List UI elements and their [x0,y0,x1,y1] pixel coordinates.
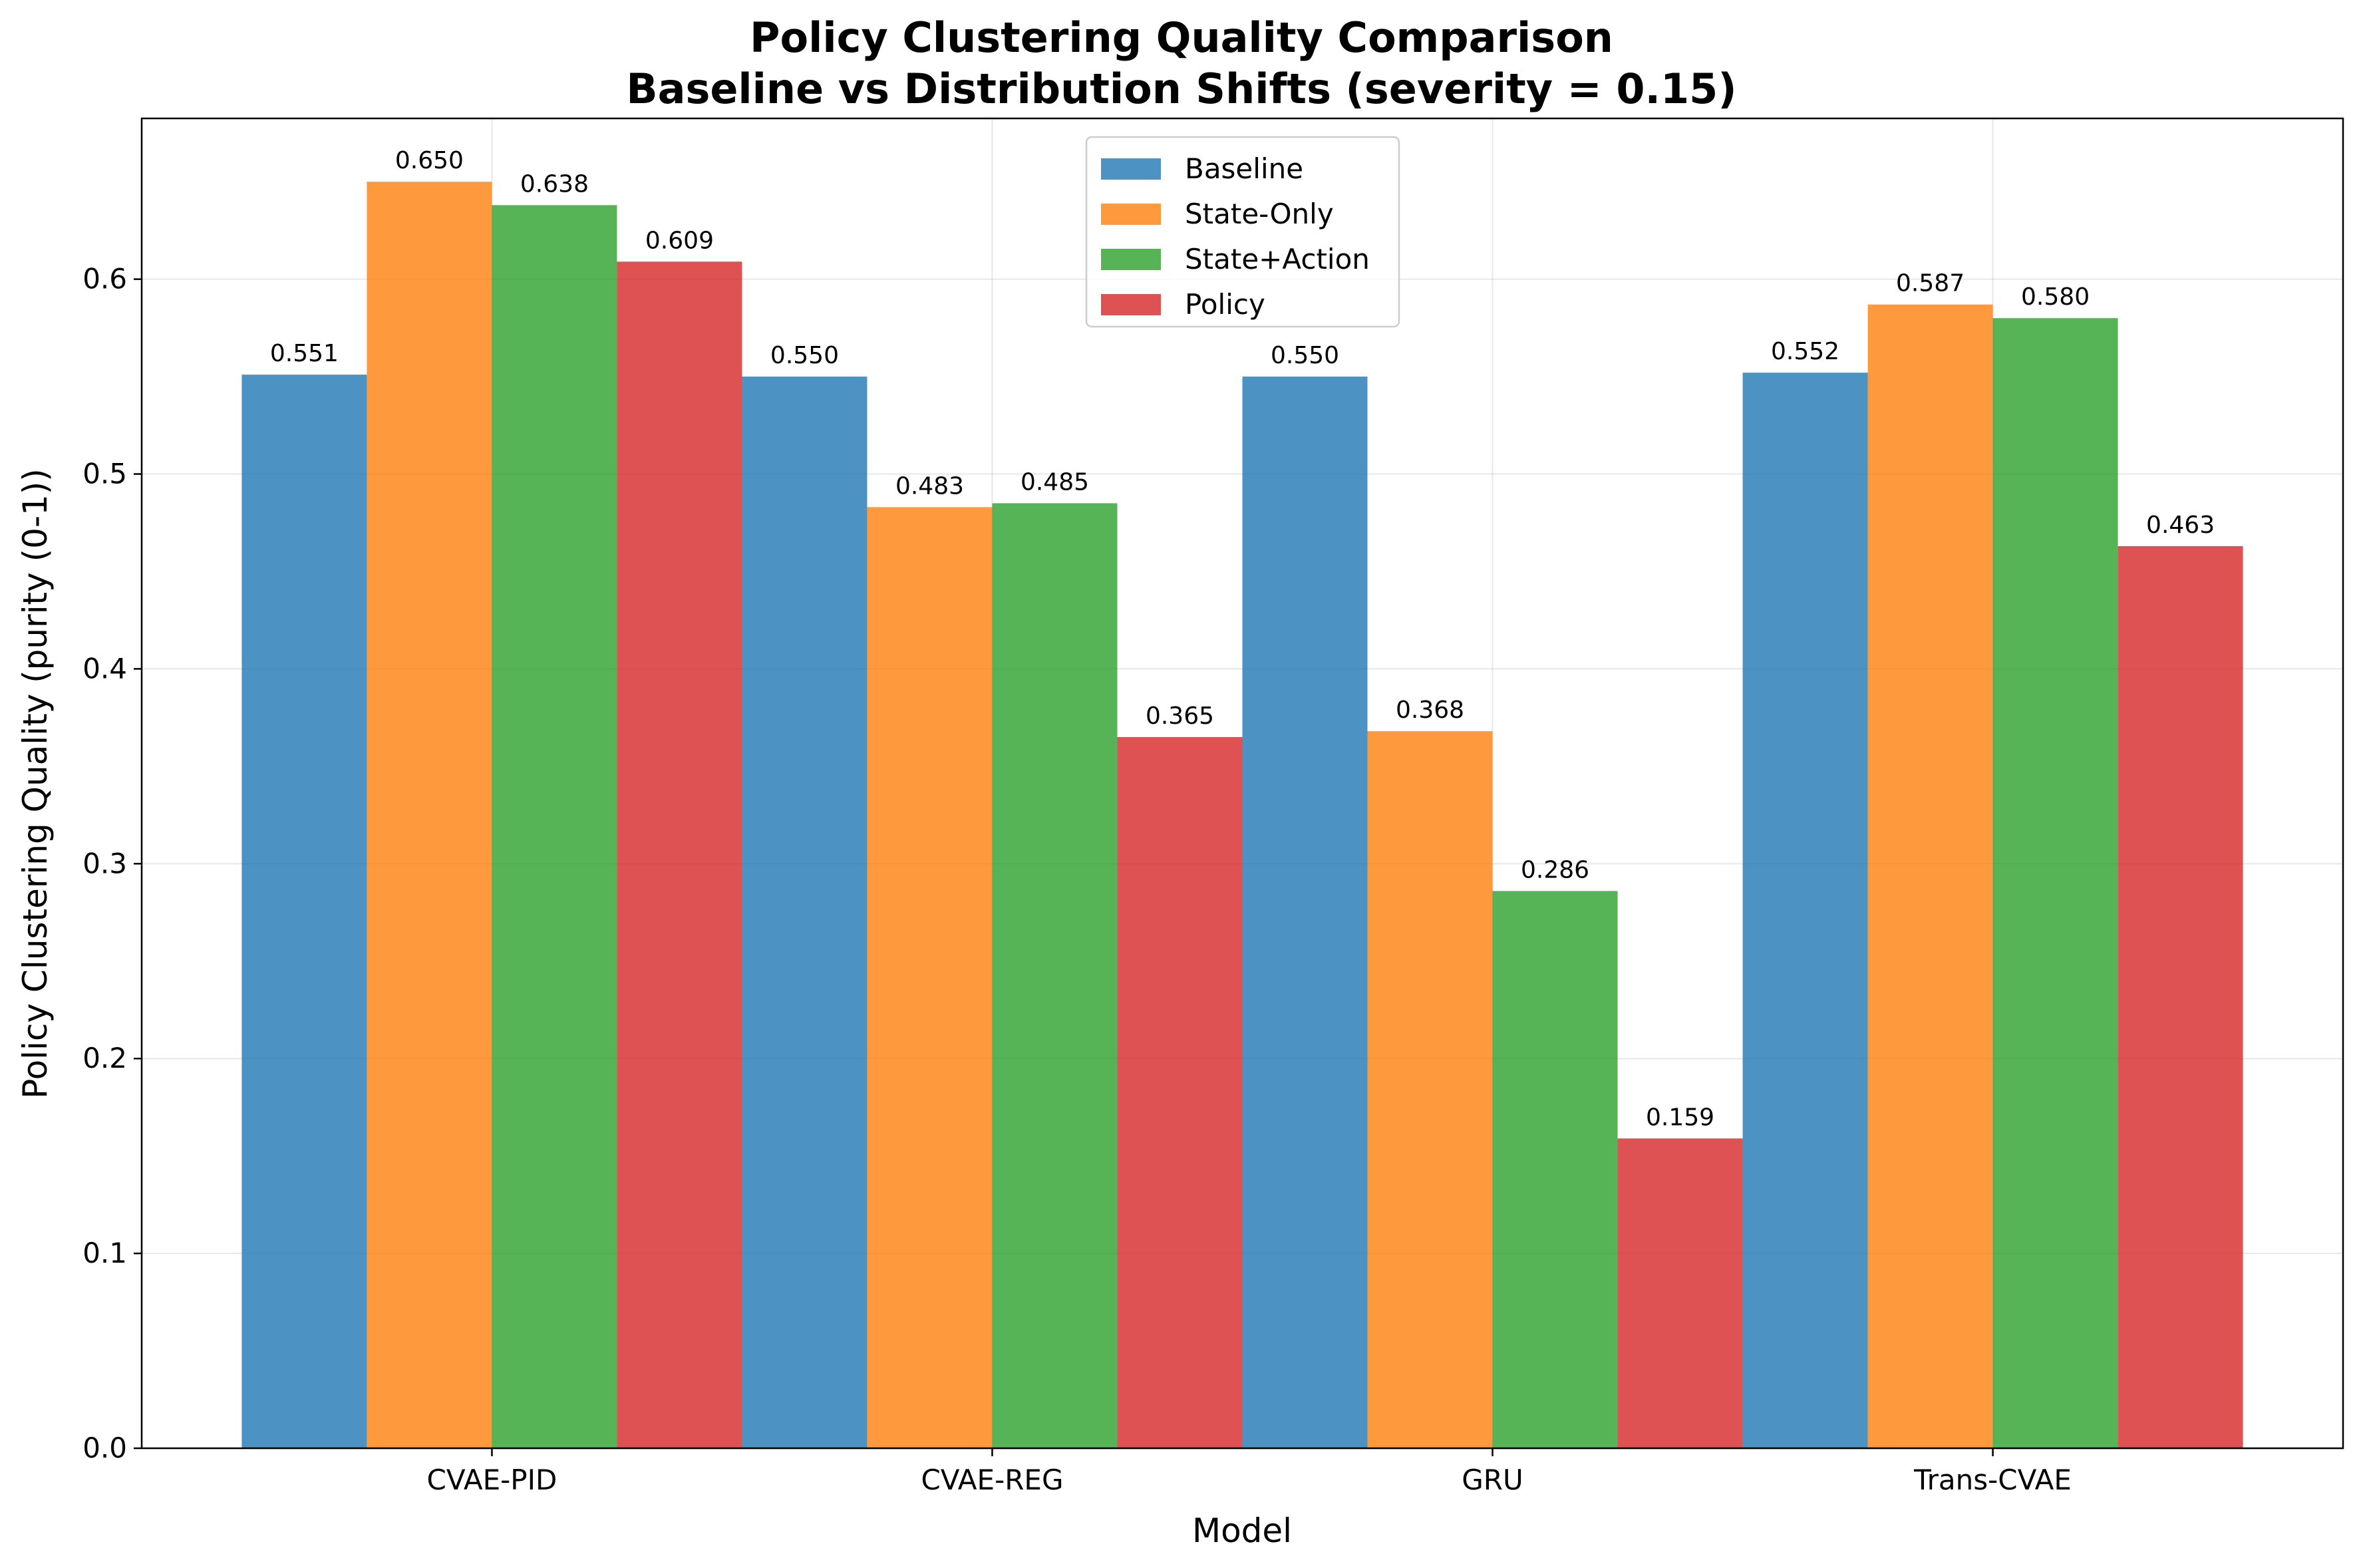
bar-policy-gru [1617,1138,1743,1448]
bar-value-label: 0.551 [270,340,339,367]
legend-swatch [1101,294,1161,315]
data-labels: 0.551 0.550 0.550 0.552 0.650 0.483 0.368 0.587… [270,147,2215,1131]
y-tick-label: 0.6 [82,263,127,295]
bar-value-label: 0.650 [395,147,464,174]
bar-baseline-cvae-reg [742,377,867,1448]
bar-policy-cvae-reg [1117,736,1243,1448]
bar-baseline-trans-cvae [1742,373,1868,1449]
legend-swatch [1101,158,1161,180]
y-tick-label: 0.2 [82,1042,127,1074]
legend-swatch [1101,249,1161,270]
bar-value-label: 0.638 [520,170,589,198]
bar-state-action-cvae-pid [492,205,617,1448]
x-axis-ticks: CVAE-PID CVAE-REG GRU Trans-CVAE [427,1448,2072,1496]
x-tick-label: GRU [1462,1464,1523,1496]
x-tick-label: Trans-CVAE [1913,1464,2072,1496]
bar-value-label: 0.483 [895,472,964,500]
legend-swatch [1101,204,1161,225]
y-tick-label: 0.0 [82,1432,127,1464]
legend-entry-label: State+Action [1185,243,1370,275]
bar-value-label: 0.587 [1896,270,1965,297]
x-tick-label: CVAE-REG [921,1464,1063,1496]
y-tick-label: 0.3 [82,847,127,879]
bar-state-action-trans-cvae [1992,318,2118,1449]
bar-value-label: 0.368 [1396,697,1464,724]
bar-value-label: 0.463 [2146,512,2215,539]
legend-box [1085,136,1400,328]
bar-baseline-cvae-pid [241,375,367,1449]
bars [241,182,2243,1449]
y-axis-label: Policy Clustering Quality (purity (0-1)) [16,468,55,1099]
x-tick-label: CVAE-PID [427,1464,557,1496]
chart-title-line-1: Policy Clustering Quality Comparison [750,13,1613,62]
bar-policy-trans-cvae [2118,546,2243,1448]
bar-value-label: 0.286 [1521,856,1589,883]
bar-state-only-trans-cvae [1867,304,1993,1448]
bar-value-label: 0.550 [770,342,839,369]
bar-state-only-cvae-pid [367,182,492,1449]
bar-policy-cvae-pid [617,261,742,1449]
bar-value-label: 0.609 [645,227,714,254]
bar-value-label: 0.159 [1646,1104,1714,1131]
bar-value-label: 0.485 [1021,468,1089,496]
x-axis-label: Model [1192,1511,1292,1550]
y-tick-label: 0.4 [82,652,127,685]
legend-entry-label: State-Only [1185,198,1334,230]
bar-value-label: 0.550 [1271,342,1339,369]
y-axis-ticks: 0.0 0.1 0.2 0.3 0.4 0.5 0.6 [82,263,142,1464]
y-tick-label: 0.5 [82,458,127,490]
bar-value-label: 0.365 [1146,703,1214,730]
bar-baseline-gru [1242,377,1368,1448]
bar-state-action-gru [1492,891,1618,1448]
bar-state-action-cvae-reg [992,503,1118,1448]
bar-value-label: 0.552 [1771,338,1839,365]
chart-title-line-2: Baseline vs Distribution Shifts (severit… [626,65,1736,113]
legend-entry-label: Policy [1185,288,1265,321]
bar-state-only-cvae-reg [867,507,993,1449]
bar-state-only-gru [1367,731,1493,1448]
y-tick-label: 0.1 [82,1237,127,1269]
legend-entry-label: Baseline [1185,152,1303,185]
legend: Baseline State-Only State+Action Policy [1085,136,1400,328]
bar-value-label: 0.580 [2021,283,2090,311]
plot-area-frame [140,117,2344,1450]
